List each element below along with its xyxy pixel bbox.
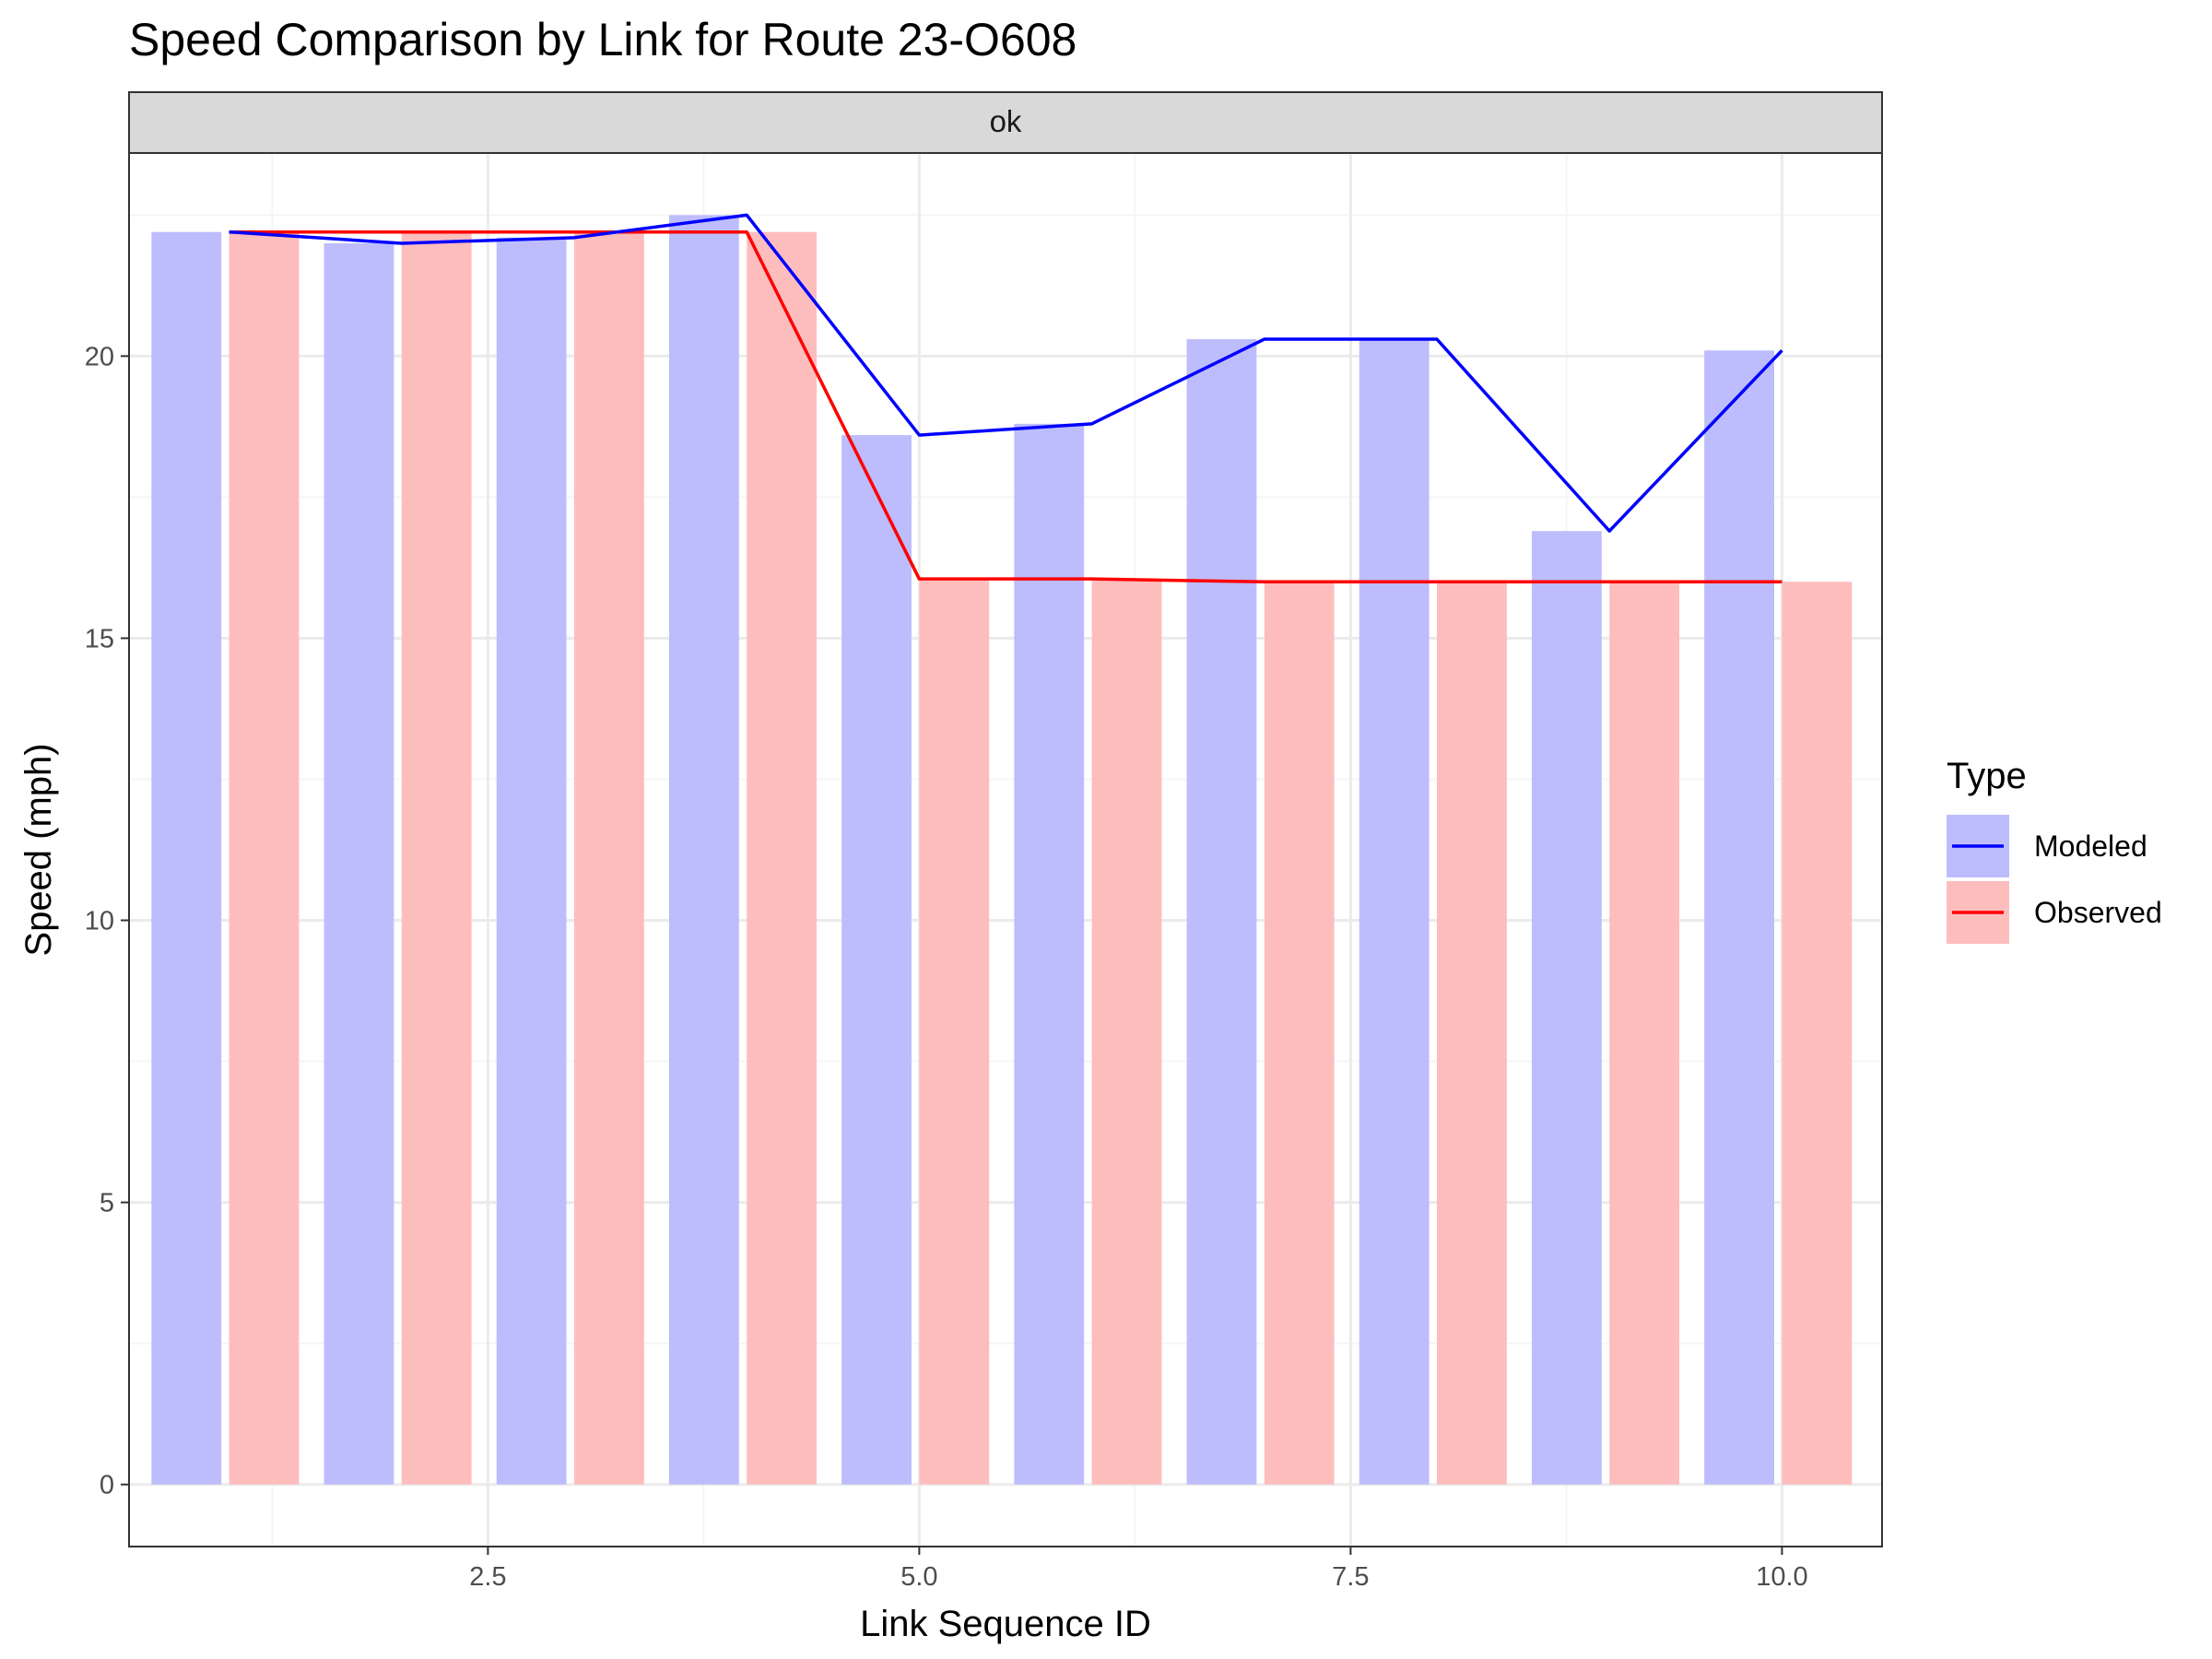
bar-observed-6 — [1091, 579, 1162, 1485]
x-tick-label: 10.0 — [1756, 1562, 1807, 1592]
bar-modeled-7 — [1186, 339, 1257, 1485]
facet-strip-label: ok — [990, 104, 1022, 138]
legend-title: Type — [1947, 756, 2027, 796]
bar-modeled-5 — [841, 435, 912, 1485]
bar-observed-4 — [747, 231, 818, 1485]
legend-keys: Modeled Observed — [1947, 815, 2162, 944]
legend-label-observed: Observed — [2034, 896, 2162, 929]
y-axis: 0 5 10 15 20 — [85, 342, 129, 1500]
panel-border — [128, 152, 1883, 1547]
line-modeled — [229, 213, 1783, 533]
y-tick-label: 0 — [100, 1471, 114, 1500]
chart-title: Speed Comparison by Link for Route 23-O6… — [129, 14, 1077, 65]
bar-modeled-4 — [668, 215, 739, 1485]
bar-modeled-6 — [1014, 423, 1085, 1485]
facet-strip: ok — [128, 91, 1883, 154]
bar-observed-1 — [229, 231, 300, 1485]
legend-label-modeled: Modeled — [2034, 830, 2147, 863]
bar-observed-3 — [573, 231, 644, 1485]
bar-modeled-9 — [1531, 531, 1602, 1485]
bar-modeled-8 — [1359, 339, 1430, 1485]
bar-observed-2 — [401, 231, 472, 1485]
x-tick-label: 5.0 — [900, 1562, 937, 1592]
bar-modeled-1 — [151, 231, 222, 1485]
y-tick-label: 15 — [85, 624, 114, 653]
series-lines — [229, 213, 1783, 583]
bar-modeled-2 — [324, 242, 394, 1485]
facet-strip-background — [128, 91, 1883, 154]
x-tick-label: 2.5 — [469, 1562, 506, 1592]
x-axis-title: Link Sequence ID — [860, 1604, 1151, 1644]
line-observed — [229, 229, 1783, 583]
bar-modeled-10 — [1704, 350, 1774, 1485]
bar-observed-8 — [1437, 582, 1507, 1485]
bar-observed-9 — [1609, 582, 1680, 1485]
plot-panel — [128, 152, 1883, 1547]
x-tick-label: 7.5 — [1332, 1562, 1369, 1592]
bar-observed-7 — [1264, 582, 1335, 1485]
bar-observed-10 — [1782, 582, 1853, 1485]
y-tick-label: 20 — [85, 342, 114, 371]
legend: Type Modeled Observed — [1947, 756, 2162, 944]
bar-observed-5 — [919, 579, 990, 1485]
bar-modeled-3 — [496, 237, 567, 1485]
y-axis-title: Speed (mph) — [18, 743, 59, 956]
x-axis: 2.5 5.0 7.5 10.0 — [469, 1547, 1808, 1592]
bars — [151, 215, 1853, 1485]
y-tick-label: 5 — [100, 1189, 114, 1218]
y-tick-label: 10 — [85, 907, 114, 936]
